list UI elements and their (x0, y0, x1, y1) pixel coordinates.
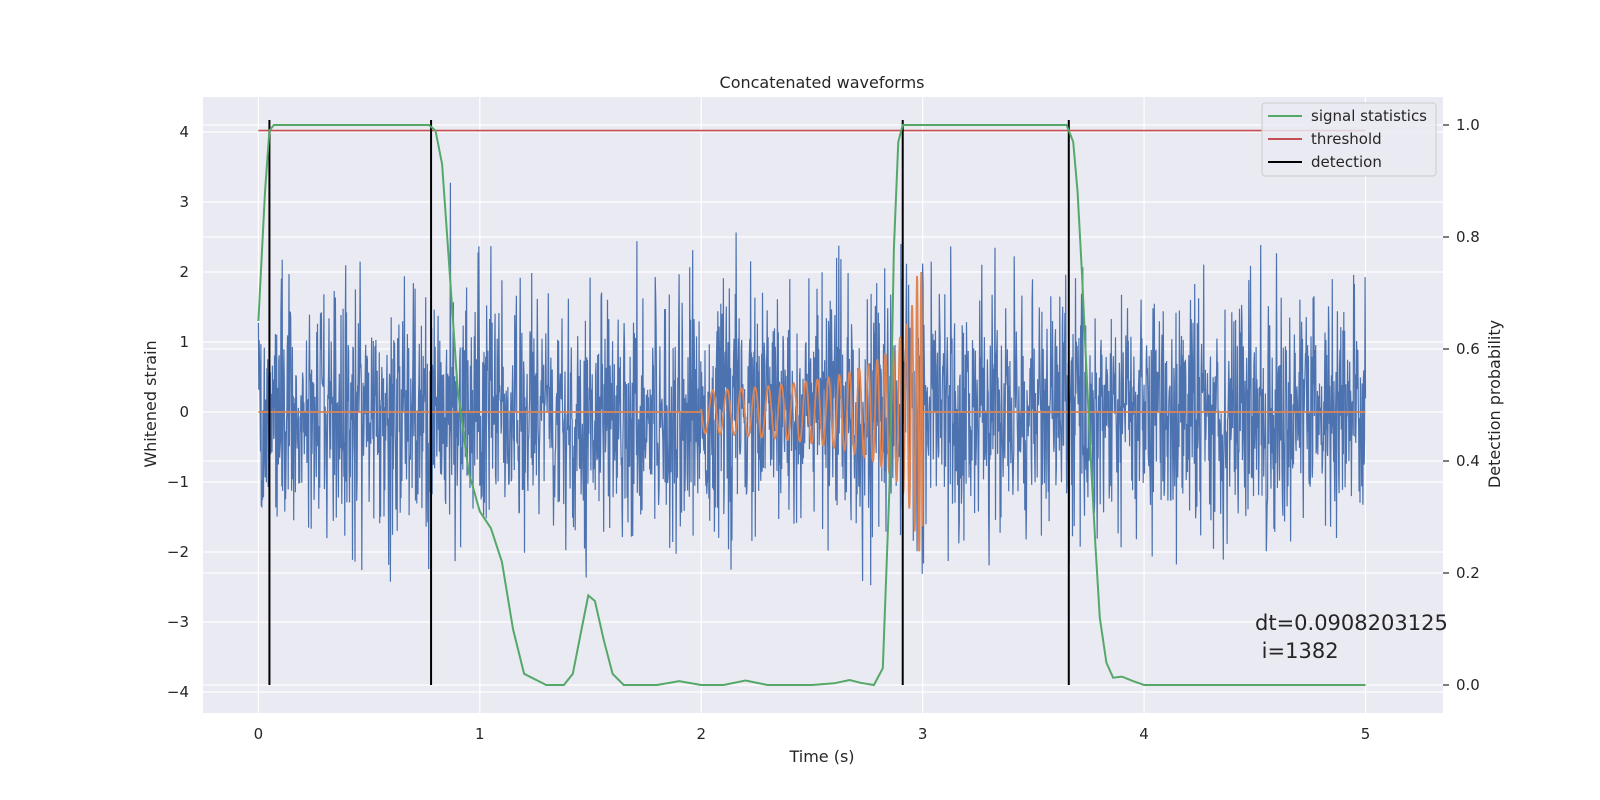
y2-tick-label: 0.4 (1456, 452, 1480, 470)
y2-tick-label: 0.6 (1456, 340, 1480, 358)
y2-tick-label: 0.8 (1456, 228, 1480, 246)
chart-title: Concatenated waveforms (720, 73, 925, 92)
y-tick-label: 0 (179, 403, 189, 421)
y-axis-ticks: −4 −3 −2 −1 0 1 2 3 4 (167, 123, 189, 701)
y-axis-label: Whitened strain (141, 340, 160, 467)
series-layer (257, 120, 1367, 687)
y-tick-label: −4 (167, 683, 189, 701)
y-tick-label: 4 (179, 123, 189, 141)
y2-tick-label: 1.0 (1456, 116, 1480, 134)
y-tick-label: −3 (167, 613, 189, 631)
legend-label-threshold: threshold (1311, 130, 1382, 148)
x-tick-label: 0 (254, 725, 264, 743)
y-tick-label: −2 (167, 543, 189, 561)
legend-label-detection: detection (1311, 153, 1382, 171)
x-tick-label: 3 (918, 725, 928, 743)
y2-axis-ticks: 0.0 0.2 0.4 0.6 0.8 1.0 (1443, 116, 1480, 694)
legend-box (1261, 102, 1437, 177)
x-axis-ticks: 0 1 2 3 4 5 (254, 725, 1371, 743)
x-tick-label: 2 (696, 725, 706, 743)
annotation-index: i=1382 (1255, 639, 1339, 663)
x-tick-label: 4 (1139, 725, 1149, 743)
legend-label-signal-statistics: signal statistics (1311, 107, 1427, 125)
x-tick-label: 1 (475, 725, 485, 743)
y2-tick-label: 0.2 (1456, 564, 1480, 582)
y2-axis-label: Detection probability (1485, 320, 1504, 488)
y2-tick-label: 0.0 (1456, 676, 1480, 694)
x-axis-label: Time (s) (788, 747, 854, 766)
legend: signal statistics threshold detection (1261, 102, 1437, 177)
y-tick-label: −1 (167, 473, 189, 491)
annotation-dt: dt=0.0908203125 (1255, 611, 1448, 635)
series-line-signal-statistics (257, 124, 1366, 687)
y-tick-label: 3 (179, 193, 189, 211)
detection-lines (268, 120, 1070, 685)
y-tick-label: 2 (179, 263, 189, 281)
y-tick-label: 1 (179, 333, 189, 351)
x-tick-label: 5 (1361, 725, 1371, 743)
series-line-chirp (258, 271, 1366, 552)
